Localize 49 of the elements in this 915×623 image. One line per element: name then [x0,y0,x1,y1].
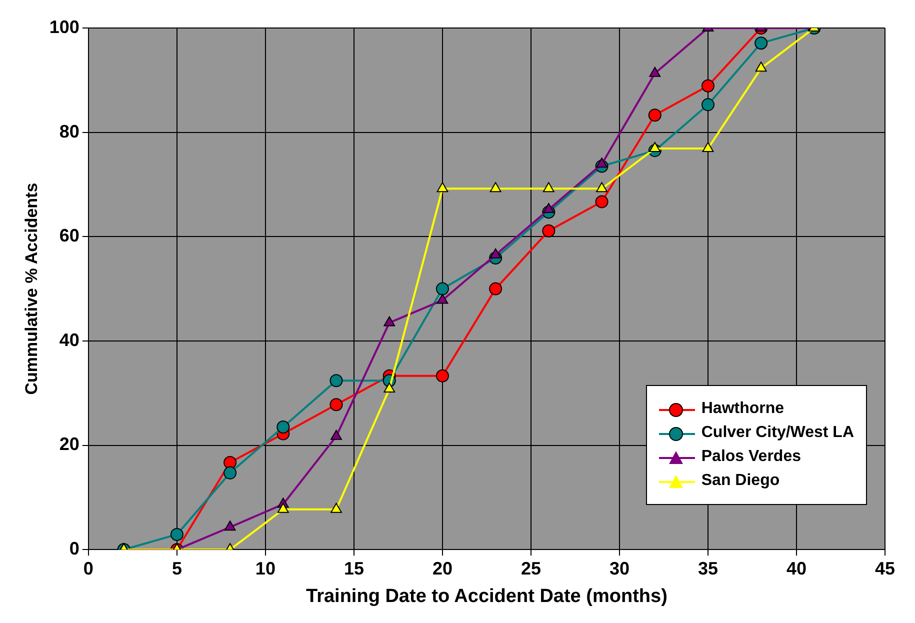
point [436,369,449,382]
point [754,36,768,50]
point [330,502,342,513]
point [648,108,662,122]
point [490,182,502,192]
point [330,430,342,440]
point [330,398,343,412]
point [436,294,448,304]
y-tick-label: 100 [49,16,80,37]
point [436,182,448,192]
y-tick-label: 40 [59,330,80,350]
x-tick-label: 45 [874,558,896,578]
x-tick-label: 25 [520,558,541,578]
legend-label: Culver City/West LA [701,424,854,442]
point [701,98,714,112]
point [224,466,237,480]
x-tick-label: 10 [255,558,276,578]
point [542,182,554,192]
x-tick-label: 5 [172,558,182,578]
x-tick-label: 20 [432,558,452,578]
y-tick-label: 60 [59,226,80,246]
point [489,282,502,296]
point [436,282,449,296]
y-tick-label: 0 [69,538,80,559]
point [277,502,289,513]
point [596,158,608,168]
point [384,382,396,392]
point [224,456,237,469]
x-tick-label: 30 [609,558,630,578]
point [542,203,554,214]
y-tick-label: 80 [59,121,80,142]
x-tick-label: 0 [83,558,94,578]
point [384,316,396,326]
legend-label: Hawthorne [701,400,784,418]
point [330,374,343,388]
point [490,248,502,258]
y-tick-label: 20 [59,434,80,454]
point [224,520,236,531]
point [596,182,608,192]
legend-label: Palos Verdes [701,448,801,466]
x-tick-label: 35 [698,558,718,578]
y-axis-title: Cummulative % Accidents [22,182,41,395]
x-tick-label: 15 [344,558,364,578]
point [595,195,608,208]
x-tick-label: 40 [786,558,807,578]
x-axis-title: Training Date to Accident Date (months) [306,586,668,607]
point [701,79,714,92]
legend-label: San Diego [701,472,780,490]
point [542,224,556,238]
